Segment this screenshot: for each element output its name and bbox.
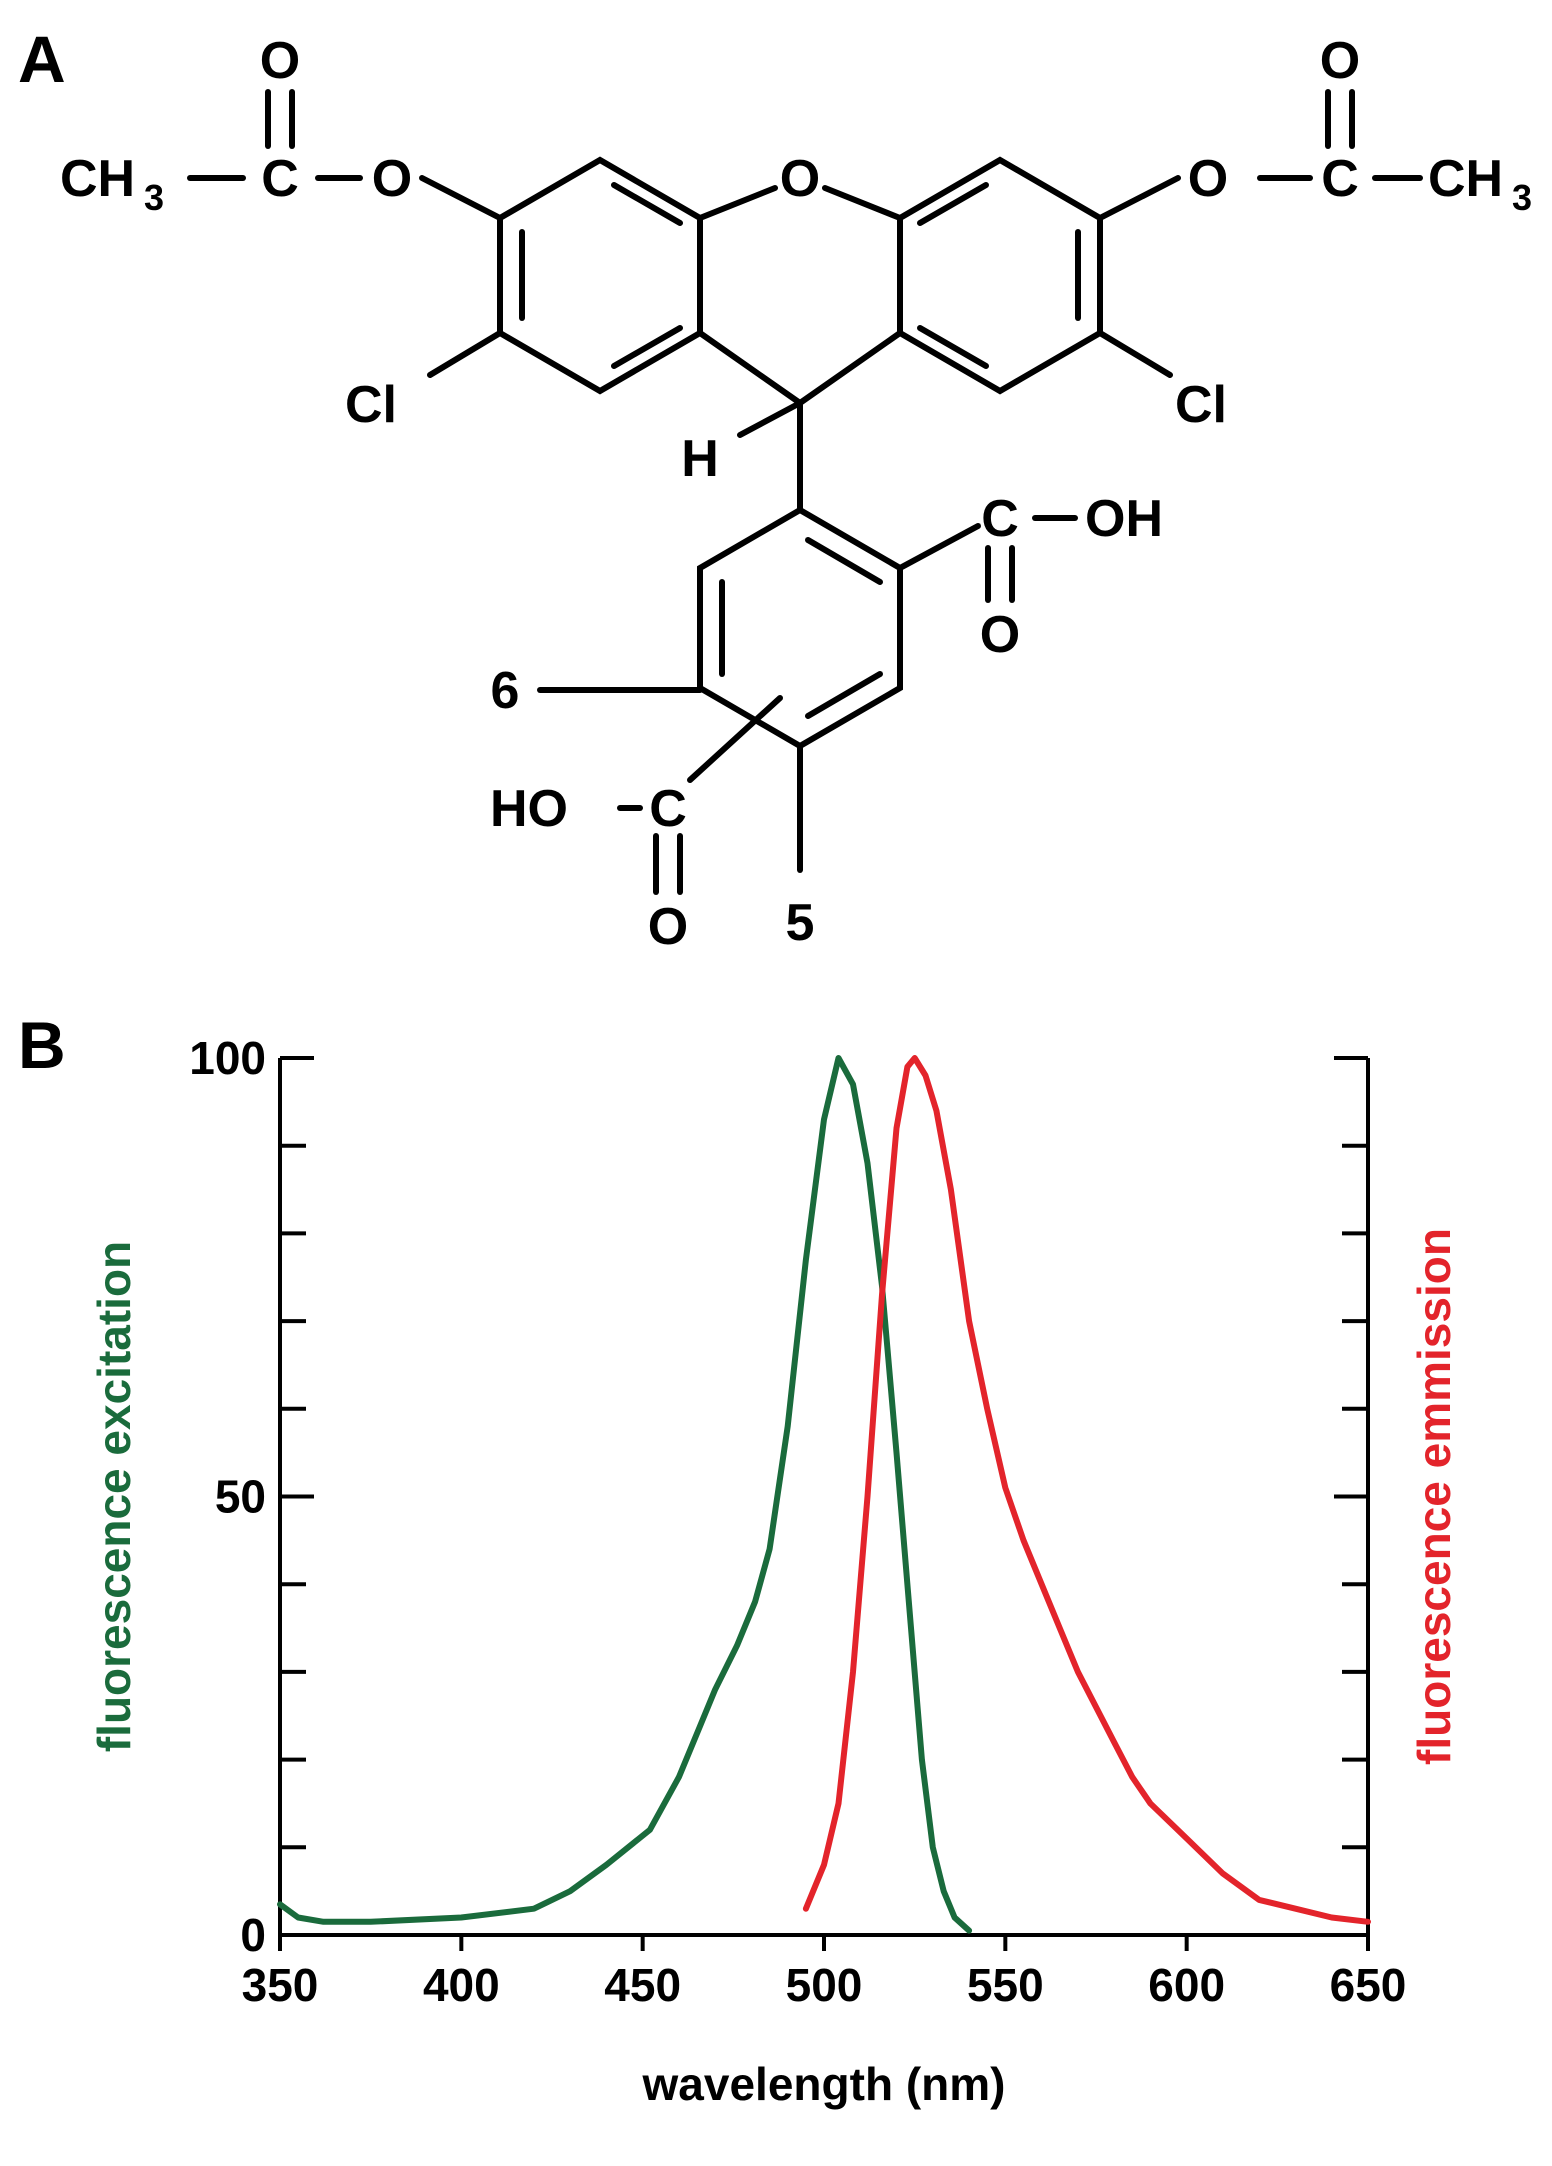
series-layer (277, 1055, 1371, 1934)
atom-cl-right: Cl (1175, 376, 1227, 434)
spectra-chart: B 0 50 100 350 400 450 500 550 600 650 wavelengt… (18, 1008, 1460, 2110)
atom-ch3-left: CH (60, 150, 135, 208)
atom-ch3-right-subscript: 3 (1512, 177, 1532, 218)
atom-ch3-left-subscript: 3 (144, 177, 164, 218)
atom-c-carboxyl-top: C (981, 490, 1019, 548)
atom-position-5: 5 (786, 894, 815, 952)
x-tick-label: 450 (604, 1959, 681, 2011)
y-tick-label: 50 (215, 1471, 266, 1523)
atom-o-ester-left: O (372, 150, 412, 208)
excitation-curve (277, 1055, 973, 1934)
y-axis-title-right: fluorescence emmission (1408, 1228, 1460, 1765)
y-axis-title-left: fluorescence excitation (88, 1241, 140, 1752)
y-tick-label: 100 (189, 1032, 266, 1084)
emission-curve (802, 1055, 1371, 1925)
x-ticks: 350 400 450 500 550 600 650 (242, 1935, 1407, 2011)
y-tick-label: 0 (240, 1909, 266, 1961)
atom-c-carboxyl-bottom: C (649, 780, 687, 838)
y-ticks: 0 50 100 (189, 1032, 1368, 1961)
atom-oh-carboxyl-top: OH (1085, 490, 1163, 548)
atom-h: H (681, 430, 719, 488)
atom-o-carbonyl-left: O (260, 32, 300, 90)
chemical-structure: A (18, 22, 1532, 956)
x-tick-label: 650 (1330, 1959, 1407, 2011)
atom-ch3-right: CH (1428, 150, 1503, 208)
x-tick-label: 600 (1148, 1959, 1225, 2011)
x-tick-label: 350 (242, 1959, 319, 2011)
atom-o-ester-right: O (1188, 150, 1228, 208)
chart-frame (278, 1058, 1370, 1937)
x-tick-label: 500 (786, 1959, 863, 2011)
atom-o-carboxyl-top: O (980, 606, 1020, 664)
x-axis-title: wavelength (nm) (642, 2058, 1006, 2110)
atom-position-6: 6 (491, 662, 520, 720)
atom-o-carbonyl-right: O (1320, 32, 1360, 90)
atom-c-acetyl-right: C (1321, 150, 1359, 208)
panel-b-label: B (18, 1008, 66, 1082)
structure-bonds (187, 89, 1423, 895)
atom-c-acetyl-left: C (261, 150, 299, 208)
x-tick-label: 550 (967, 1959, 1044, 2011)
atom-ho-carboxyl-bottom: HO (490, 780, 568, 838)
structure-atoms: O CH 3 C O O O O C CH 3 Cl Cl H C OH O 6… (60, 32, 1532, 956)
atom-cl-left: Cl (345, 376, 397, 434)
atom-o-carboxyl-bottom: O (648, 898, 688, 956)
atom-o-bridge: O (780, 150, 820, 208)
x-tick-label: 400 (423, 1959, 500, 2011)
panel-a-label: A (18, 22, 66, 96)
